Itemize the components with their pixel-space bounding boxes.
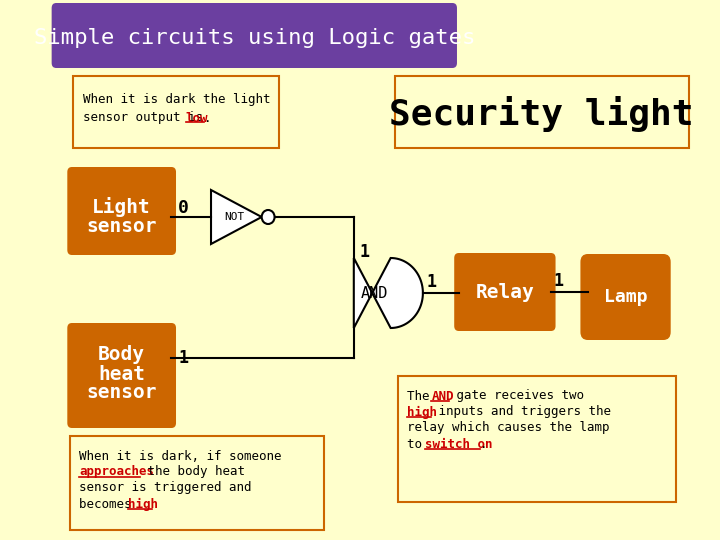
- Text: Security light: Security light: [390, 96, 694, 132]
- Text: heat: heat: [98, 364, 145, 383]
- Text: sensor: sensor: [86, 217, 157, 235]
- Text: .: .: [480, 437, 487, 450]
- Text: sensor is triggered and: sensor is triggered and: [79, 482, 252, 495]
- Text: 1: 1: [179, 349, 189, 367]
- Text: sensor: sensor: [86, 383, 157, 402]
- FancyBboxPatch shape: [580, 254, 671, 340]
- FancyBboxPatch shape: [70, 436, 324, 530]
- Text: inputs and triggers the: inputs and triggers the: [431, 406, 611, 419]
- Circle shape: [261, 210, 274, 224]
- Text: Simple circuits using Logic gates: Simple circuits using Logic gates: [34, 28, 475, 48]
- Text: relay which causes the lamp: relay which causes the lamp: [408, 422, 610, 435]
- Text: 0: 0: [178, 199, 189, 217]
- FancyBboxPatch shape: [398, 376, 676, 502]
- Text: high: high: [408, 406, 437, 419]
- Text: 1: 1: [359, 243, 369, 261]
- Text: AND: AND: [361, 286, 388, 300]
- Text: switch on: switch on: [426, 437, 492, 450]
- Text: When it is dark, if someone: When it is dark, if someone: [79, 449, 282, 462]
- FancyBboxPatch shape: [73, 76, 279, 148]
- FancyBboxPatch shape: [454, 253, 556, 331]
- Text: Light: Light: [92, 197, 151, 217]
- Text: the body heat: the body heat: [140, 465, 245, 478]
- Text: .: .: [204, 111, 211, 125]
- Polygon shape: [354, 258, 423, 328]
- Text: Body: Body: [98, 346, 145, 365]
- Text: When it is dark the light: When it is dark the light: [83, 93, 271, 106]
- Text: approaches: approaches: [79, 465, 154, 478]
- Text: sensor output is: sensor output is: [83, 111, 210, 125]
- FancyBboxPatch shape: [52, 3, 457, 68]
- Text: The: The: [408, 389, 437, 402]
- FancyBboxPatch shape: [67, 323, 176, 428]
- Text: AND: AND: [431, 389, 454, 402]
- Text: 1: 1: [426, 273, 436, 291]
- Text: high: high: [127, 497, 158, 510]
- Text: low: low: [186, 111, 208, 125]
- Text: Lamp: Lamp: [604, 288, 647, 306]
- Text: gate receives two: gate receives two: [449, 389, 585, 402]
- Text: to: to: [408, 437, 430, 450]
- FancyBboxPatch shape: [67, 167, 176, 255]
- Polygon shape: [211, 190, 261, 244]
- FancyBboxPatch shape: [395, 76, 689, 148]
- Text: 1: 1: [554, 272, 564, 290]
- Text: NOT: NOT: [225, 212, 245, 222]
- Text: becomes: becomes: [79, 497, 139, 510]
- Text: Relay: Relay: [475, 282, 534, 301]
